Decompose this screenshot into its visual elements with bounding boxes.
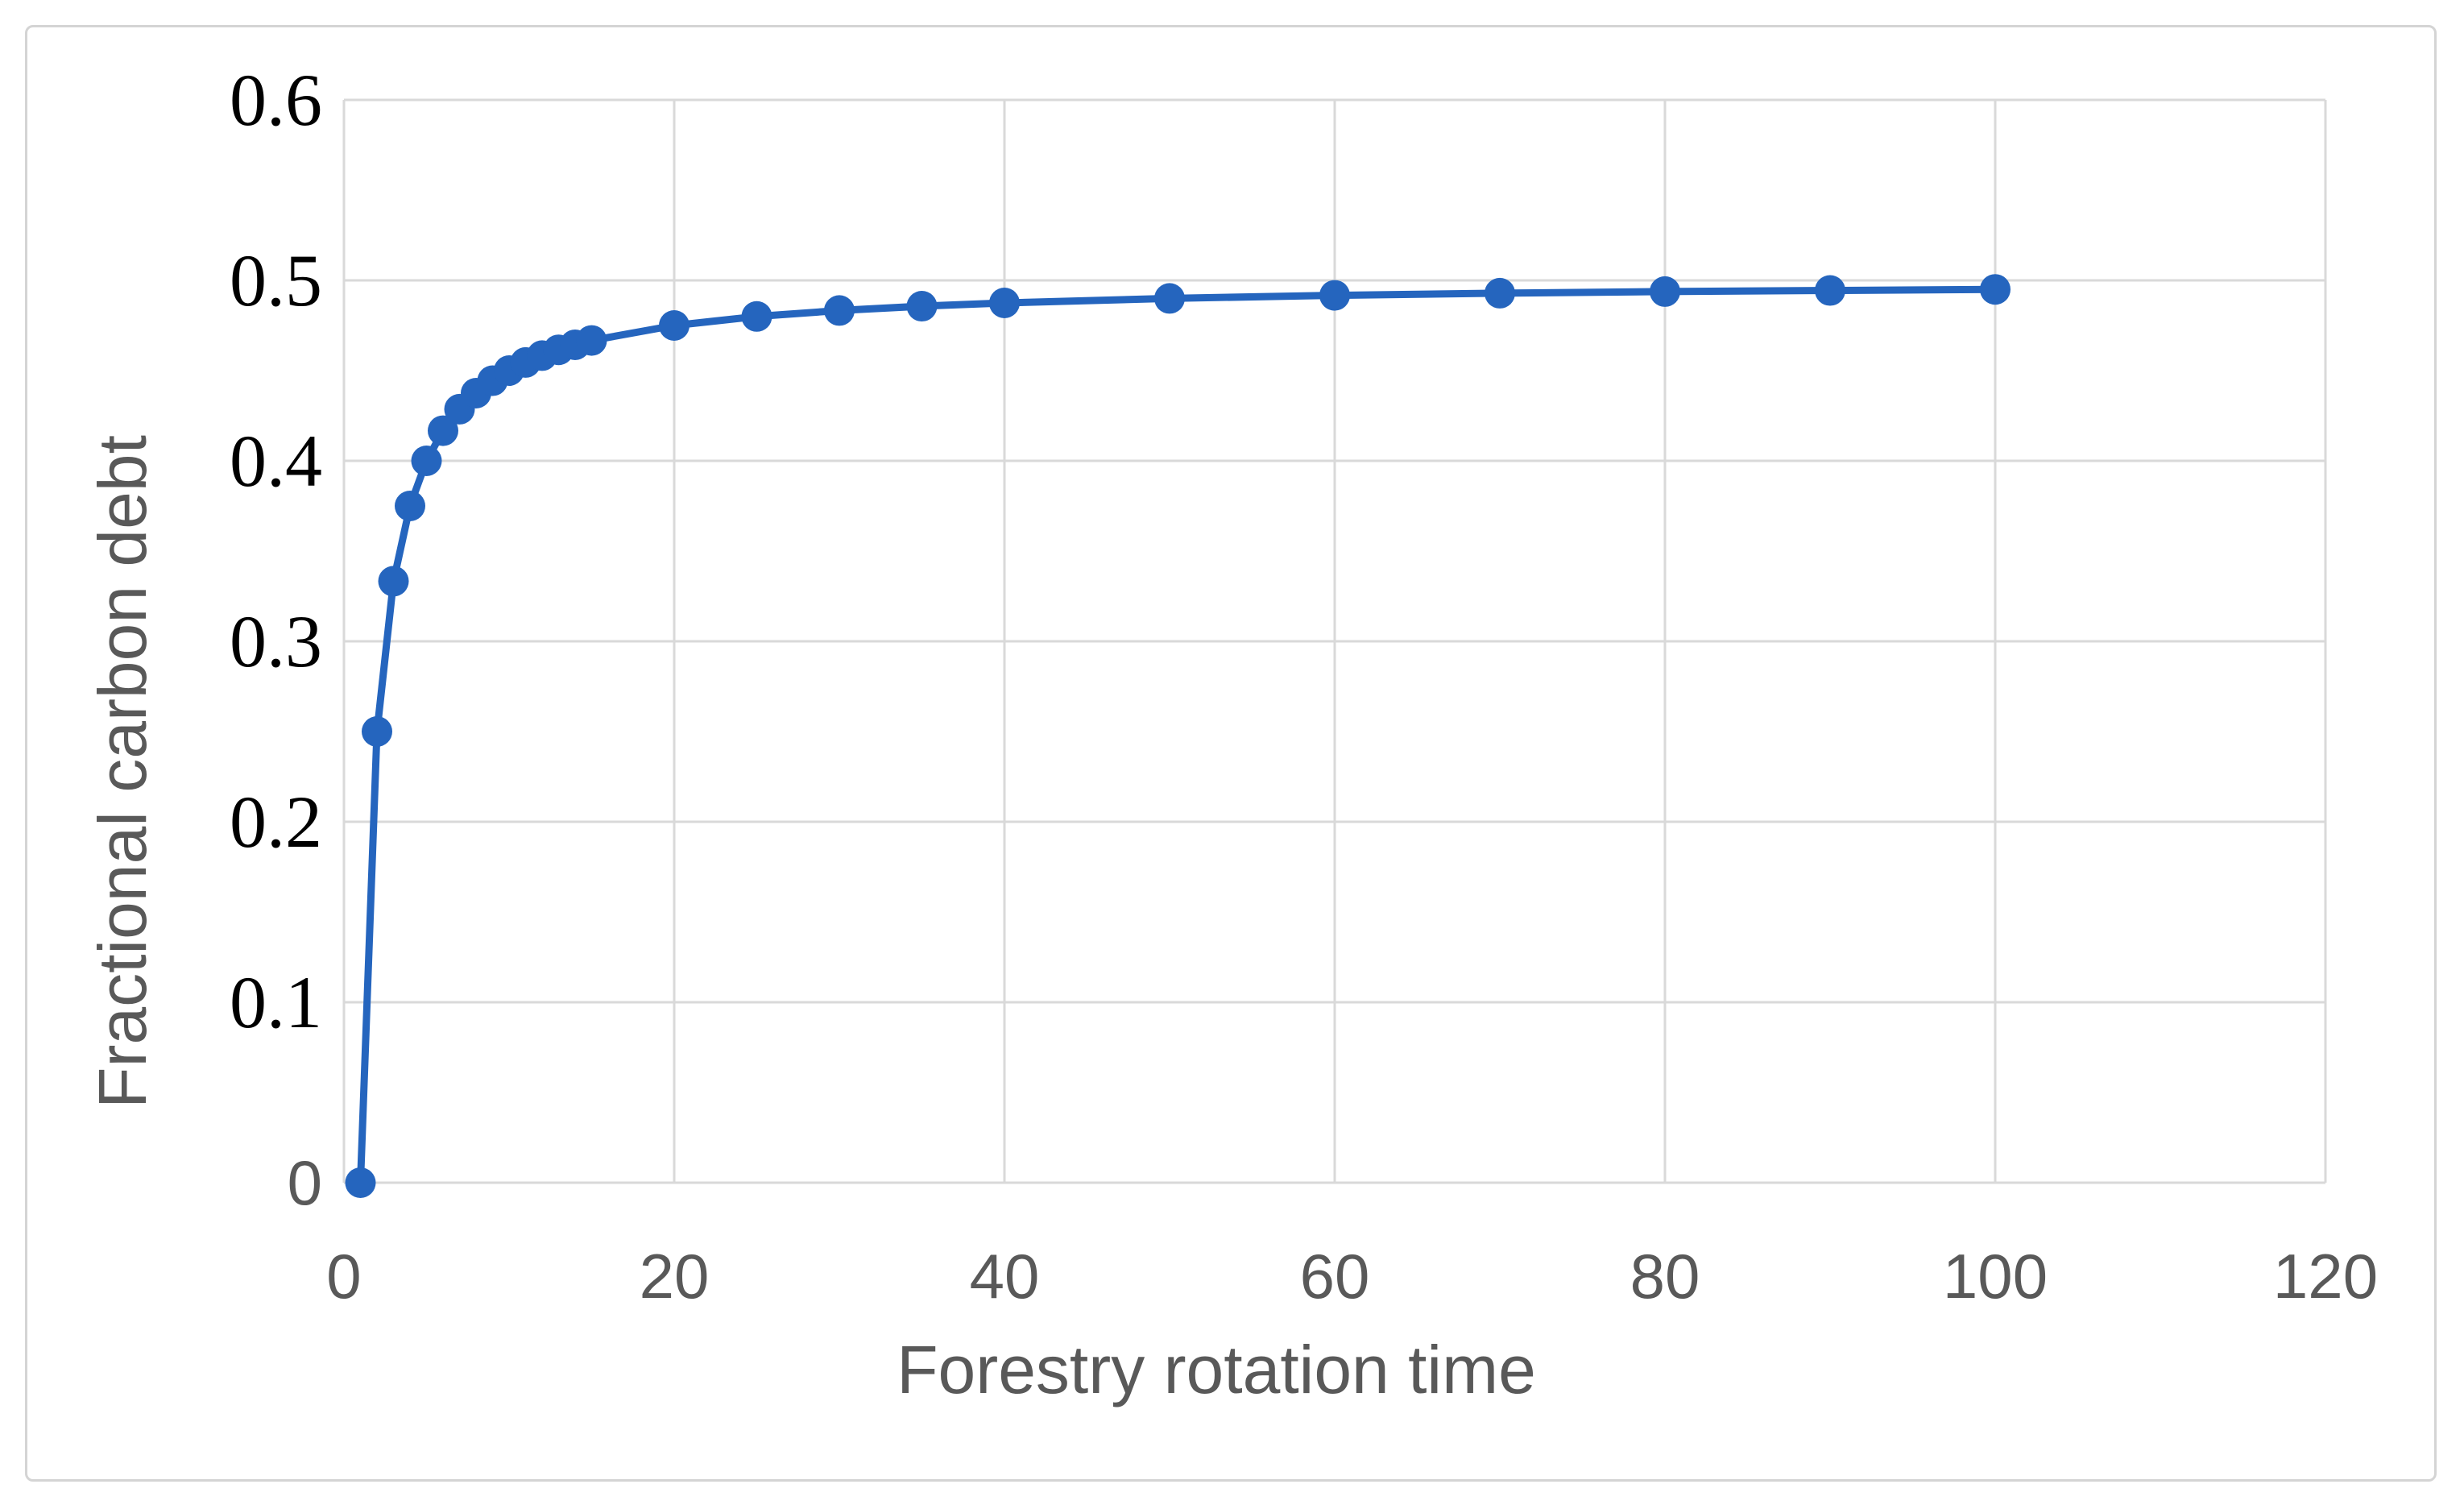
data-point-marker: [395, 491, 425, 521]
data-point-marker: [411, 446, 442, 476]
x-axis-tick-label: 20: [639, 1241, 710, 1312]
x-axis-tick-label: 40: [969, 1241, 1040, 1312]
y-axis-tick-label: 0.1: [230, 961, 322, 1043]
x-axis-tick-label: 0: [326, 1241, 362, 1312]
x-axis-tick-label: 120: [2272, 1241, 2379, 1312]
gridlines: [342, 98, 2327, 1184]
data-point-marker: [824, 295, 855, 326]
data-point-marker: [989, 288, 1020, 318]
data-point-marker: [1815, 275, 1845, 306]
data-point-marker: [741, 301, 772, 332]
data-point-marker: [1980, 274, 2011, 305]
y-axis-tick-label: 0.3: [230, 600, 322, 682]
data-point-marker: [1650, 276, 1680, 307]
y-axis-tick-label: 0.2: [230, 781, 322, 863]
x-axis-title: Forestry rotation time: [897, 1332, 1536, 1407]
data-point-marker: [345, 1167, 376, 1198]
x-axis-tick-label: 80: [1630, 1241, 1700, 1312]
data-series: [345, 274, 2011, 1198]
data-point-marker: [1154, 283, 1185, 314]
data-point-marker: [576, 325, 607, 356]
y-axis-tick-label: 0.4: [230, 420, 322, 502]
data-point-marker: [362, 716, 392, 747]
data-point-marker: [428, 415, 458, 446]
data-point-marker: [906, 291, 938, 322]
y-axis-tick-label: 0.5: [230, 239, 322, 321]
figure-border: [25, 25, 2437, 1482]
x-axis-tick-label: 100: [1942, 1241, 2048, 1312]
data-point-marker: [1319, 280, 1350, 311]
x-axis-tick-label: 60: [1299, 1241, 1370, 1312]
data-point-marker: [659, 310, 690, 341]
y-axis-title: Fractional carbon debt: [85, 435, 160, 1109]
data-point-marker: [1485, 277, 1515, 309]
y-axis-tick-label: 0: [287, 1147, 322, 1218]
y-axis-tick-label: 0.6: [230, 59, 322, 141]
data-point-marker: [378, 566, 409, 597]
series-line: [357, 285, 1999, 1187]
